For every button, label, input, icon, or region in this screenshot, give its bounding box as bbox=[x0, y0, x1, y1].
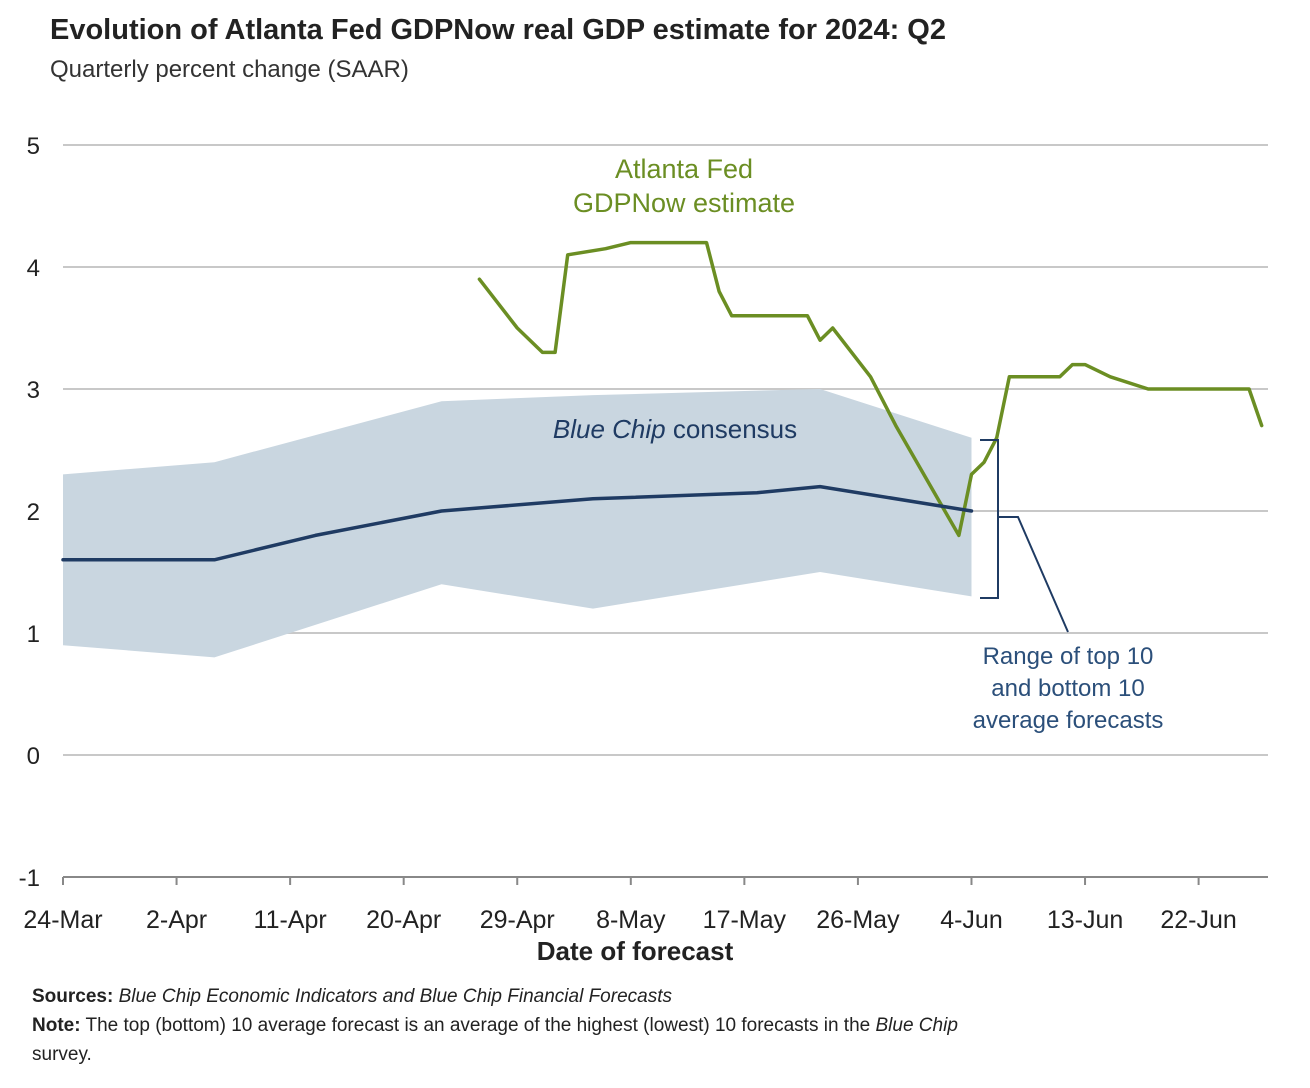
y-tick-label: 4 bbox=[27, 255, 40, 282]
chart-subtitle: Quarterly percent change (SAAR) bbox=[50, 56, 409, 83]
range-leader-line bbox=[998, 516, 1069, 633]
x-tick-label: 11-Apr bbox=[254, 906, 327, 934]
y-tick-label: 0 bbox=[27, 743, 40, 770]
consensus-line bbox=[61, 484, 974, 562]
x-tick-label: 17-May bbox=[703, 906, 787, 934]
footnotes: Sources: Blue Chip Economic Indicators a… bbox=[32, 982, 1272, 1069]
x-tick-label: 20-Apr bbox=[366, 906, 441, 934]
y-axis-ticks: 5 4 3 2 1 0 -1 bbox=[19, 133, 40, 892]
x-tick-label: 2-Apr bbox=[146, 906, 207, 934]
gdpnow-chart: 5 4 3 2 1 0 -1 24-Mar 2-Apr 11-Apr 20-Apr 29-Apr 8-… bbox=[19, 133, 1268, 966]
y-tick-label: -1 bbox=[19, 865, 40, 892]
y-tick-label: 1 bbox=[27, 621, 40, 648]
sources-text: Blue Chip Economic Indicators and Blue C… bbox=[118, 986, 672, 1007]
sources-label: Sources: bbox=[32, 986, 114, 1007]
note-text-2: survey. bbox=[32, 1044, 92, 1065]
range-annotation-line3: average forecasts bbox=[973, 707, 1164, 734]
x-axis: 24-Mar 2-Apr 11-Apr 20-Apr 29-Apr 8-May 17-May… bbox=[23, 876, 1268, 966]
gdpnow-line bbox=[477, 240, 1264, 538]
x-tick-label: 29-Apr bbox=[480, 906, 555, 934]
x-tick-label: 22-Jun bbox=[1160, 906, 1236, 934]
consensus-annotation-italic: Blue Chip bbox=[553, 414, 666, 444]
gdpnow-annotation-line1: Atlanta Fed bbox=[615, 154, 753, 184]
sources-line: Sources: Blue Chip Economic Indicators a… bbox=[32, 982, 1272, 1011]
x-tick-label: 13-Jun bbox=[1047, 906, 1123, 934]
x-tick-label: 8-May bbox=[596, 906, 666, 934]
annotations: Atlanta Fed GDPNow estimate Blue Chip co… bbox=[553, 154, 1164, 734]
range-bracket bbox=[980, 439, 999, 599]
range-annotation-line1: Range of top 10 bbox=[983, 643, 1154, 670]
range-annotation-line2: and bottom 10 bbox=[991, 675, 1144, 702]
series-lines bbox=[61, 240, 1264, 562]
chart-title: Evolution of Atlanta Fed GDPNow real GDP… bbox=[50, 14, 946, 46]
x-tick-label: 4-Jun bbox=[940, 906, 1003, 934]
note-text-italic: Blue Chip bbox=[875, 1015, 958, 1036]
forecast-range-band bbox=[63, 389, 972, 658]
range-band bbox=[63, 389, 972, 658]
gdpnow-annotation-line2: GDPNow estimate bbox=[573, 188, 795, 218]
consensus-annotation: Blue Chip consensus bbox=[553, 414, 797, 444]
note-line: Note: The top (bottom) 10 average foreca… bbox=[32, 1011, 1272, 1069]
y-tick-label: 5 bbox=[27, 133, 40, 160]
x-tick-label: 26-May bbox=[816, 906, 900, 934]
x-axis-label: Date of forecast bbox=[537, 936, 734, 966]
consensus-annotation-rest: consensus bbox=[666, 414, 798, 444]
y-tick-label: 3 bbox=[27, 377, 40, 404]
x-tick-label: 24-Mar bbox=[23, 906, 102, 934]
note-label: Note: bbox=[32, 1015, 81, 1036]
note-text-1: The top (bottom) 10 average forecast is … bbox=[85, 1015, 871, 1036]
y-tick-label: 2 bbox=[27, 499, 40, 526]
